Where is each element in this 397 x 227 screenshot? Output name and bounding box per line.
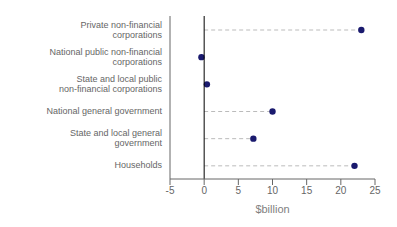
svg-text:0: 0 (201, 185, 207, 196)
svg-text:Private non-financialcorporati: Private non-financialcorporations (80, 20, 162, 40)
svg-text:National general government: National general government (46, 106, 162, 116)
svg-text:25: 25 (369, 185, 381, 196)
svg-text:$billion: $billion (255, 203, 289, 215)
svg-text:20: 20 (335, 185, 347, 196)
svg-text:National public non-financialc: National public non-financialcorporation… (49, 47, 162, 67)
svg-text:5: 5 (236, 185, 242, 196)
svg-text:15: 15 (301, 185, 313, 196)
svg-text:State and local publicnon-fina: State and local publicnon-financial corp… (59, 74, 163, 94)
svg-text:State and local generalgovernm: State and local generalgovernment (70, 128, 163, 148)
svg-text:10: 10 (267, 185, 279, 196)
svg-text:Households: Households (114, 160, 162, 170)
svg-text:-5: -5 (166, 185, 175, 196)
